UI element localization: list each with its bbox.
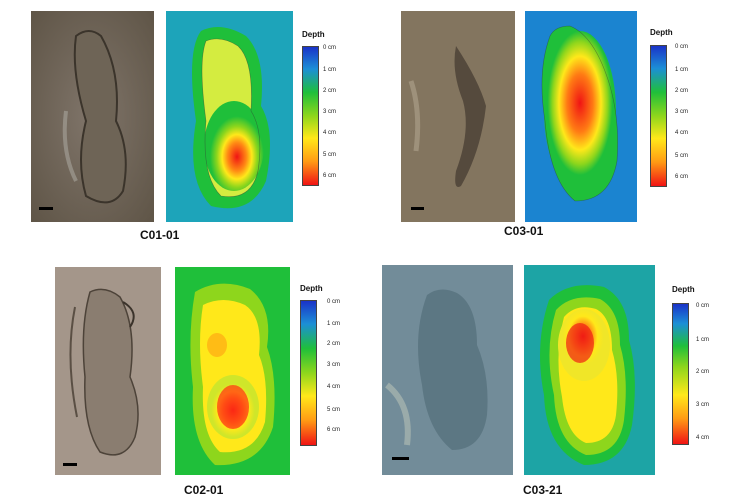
legend-tick: 3 cm — [675, 109, 689, 115]
panel-label: C01-01 — [140, 228, 180, 242]
panel-label: C03-21 — [523, 483, 563, 497]
legend-colorbar — [650, 45, 667, 187]
panel-c01-01: Depth 0 cm 1 cm 2 cm 3 cm 4 cm 5 cm 6 cm… — [0, 0, 370, 251]
legend-tick: 5 cm — [675, 153, 689, 159]
legend-colorbar — [672, 303, 689, 445]
depth-map — [175, 267, 290, 475]
depth-legend: Depth 0 cm 1 cm 2 cm 3 cm 4 cm 5 cm 6 cm — [300, 284, 360, 449]
legend-tick: 1 cm — [675, 67, 689, 73]
legend-tick: 2 cm — [323, 88, 337, 94]
legend-tick: 0 cm — [675, 44, 689, 50]
panel-label: C03-01 — [504, 224, 544, 238]
legend-tick: 4 cm — [675, 130, 689, 136]
legend-tick: 3 cm — [323, 109, 337, 115]
panel-label: C02-01 — [184, 483, 224, 497]
legend-tick: 5 cm — [327, 407, 341, 413]
panel-c02-01: Depth 0 cm 1 cm 2 cm 3 cm 4 cm 5 cm 6 cm… — [0, 251, 370, 502]
footprint-photo — [55, 267, 161, 475]
legend-tick: 0 cm — [327, 299, 341, 305]
legend-tick: 4 cm — [323, 130, 337, 136]
legend-title: Depth — [650, 28, 673, 37]
legend-colorbar — [300, 300, 317, 446]
depth-map — [525, 11, 637, 222]
legend-tick: 4 cm — [327, 384, 341, 390]
legend-tick: 0 cm — [696, 303, 710, 309]
legend-tick: 2 cm — [675, 88, 689, 94]
legend-tick: 2 cm — [327, 341, 341, 347]
depth-map — [524, 265, 655, 475]
footprint-photo — [401, 11, 515, 222]
panel-c03-01: Depth 0 cm 1 cm 2 cm 3 cm 4 cm 5 cm 6 cm… — [370, 0, 740, 251]
legend-tick: 1 cm — [696, 337, 710, 343]
panel-c03-21: Depth 0 cm 1 cm 2 cm 3 cm 4 cm C03-21 — [370, 251, 740, 502]
legend-tick: 6 cm — [675, 174, 689, 180]
legend-tick: 6 cm — [327, 427, 341, 433]
depth-legend: Depth 0 cm 1 cm 2 cm 3 cm 4 cm 5 cm 6 cm — [302, 30, 362, 190]
legend-tick: 4 cm — [696, 435, 710, 441]
footprint-photo — [31, 11, 154, 222]
legend-tick: 1 cm — [323, 67, 337, 73]
legend-tick: 3 cm — [327, 362, 341, 368]
legend-tick: 5 cm — [323, 152, 337, 158]
legend-tick: 3 cm — [696, 402, 710, 408]
footprint-photo — [382, 265, 513, 475]
depth-legend: Depth 0 cm 1 cm 2 cm 3 cm 4 cm — [672, 285, 732, 450]
legend-title: Depth — [300, 284, 323, 293]
legend-tick: 2 cm — [696, 369, 710, 375]
legend-colorbar — [302, 46, 319, 186]
depth-legend: Depth 0 cm 1 cm 2 cm 3 cm 4 cm 5 cm 6 cm — [650, 28, 710, 193]
depth-map — [166, 11, 293, 222]
legend-title: Depth — [302, 30, 325, 39]
legend-tick: 6 cm — [323, 173, 337, 179]
legend-tick: 0 cm — [323, 45, 337, 51]
legend-tick: 1 cm — [327, 321, 341, 327]
legend-title: Depth — [672, 285, 695, 294]
